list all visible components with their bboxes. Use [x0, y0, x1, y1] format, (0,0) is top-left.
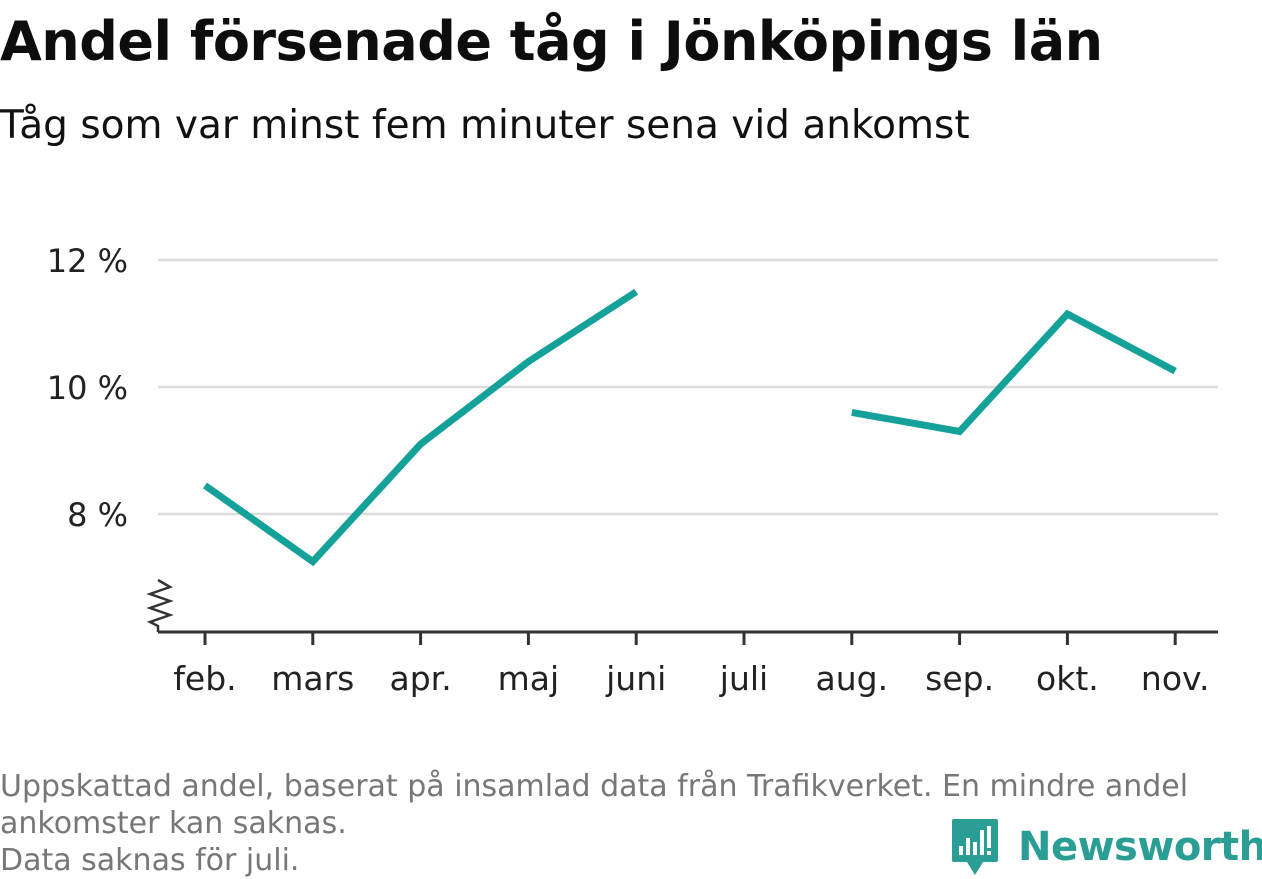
- x-tick-label: okt.: [1036, 659, 1099, 698]
- x-tick-label: aug.: [816, 659, 889, 698]
- chart-subtitle: Tåg som var minst fem minuter sena vid a…: [0, 103, 970, 148]
- y-tick-label: 10 %: [47, 369, 128, 407]
- newsworthy-logo-icon: [952, 819, 998, 875]
- data-series: [202, 288, 1177, 567]
- x-tick-label: apr.: [389, 659, 451, 698]
- gridlines: [158, 258, 1218, 516]
- footnote-line-3: Data saknas för juli.: [0, 843, 300, 878]
- x-axis: [146, 578, 1218, 645]
- brand-name: Newsworthy: [1018, 824, 1262, 870]
- y-tick-label: 12 %: [47, 242, 128, 280]
- series-line: [202, 288, 639, 567]
- chart-title: Andel försenade tåg i Jönköpings län: [0, 10, 1103, 73]
- x-tick-label: nov.: [1141, 659, 1210, 698]
- x-tick-label: maj: [498, 659, 560, 698]
- axis-break-icon: [146, 578, 174, 632]
- x-axis-labels: feb. mars apr. maj juni juli aug. sep. okt. nov.: [173, 659, 1209, 698]
- footnote-line-1: Uppskattad andel, baserat på insamlad da…: [0, 769, 1189, 804]
- y-axis-labels: 8 % 10 % 12 %: [47, 242, 128, 534]
- brand-logo: Newsworthy: [950, 815, 1262, 879]
- x-tick-label: juni: [605, 659, 666, 698]
- series-line: [851, 309, 1177, 436]
- y-tick-label: 8 %: [67, 496, 128, 534]
- x-tick-label: feb.: [173, 659, 236, 698]
- x-tick-label: juli: [719, 659, 768, 698]
- x-tick-label: mars: [271, 659, 354, 698]
- x-tick-label: sep.: [925, 659, 994, 698]
- footnote: Uppskattad andel, baserat på insamlad da…: [0, 768, 1250, 879]
- footnote-line-2: ankomster kan saknas.: [0, 806, 347, 841]
